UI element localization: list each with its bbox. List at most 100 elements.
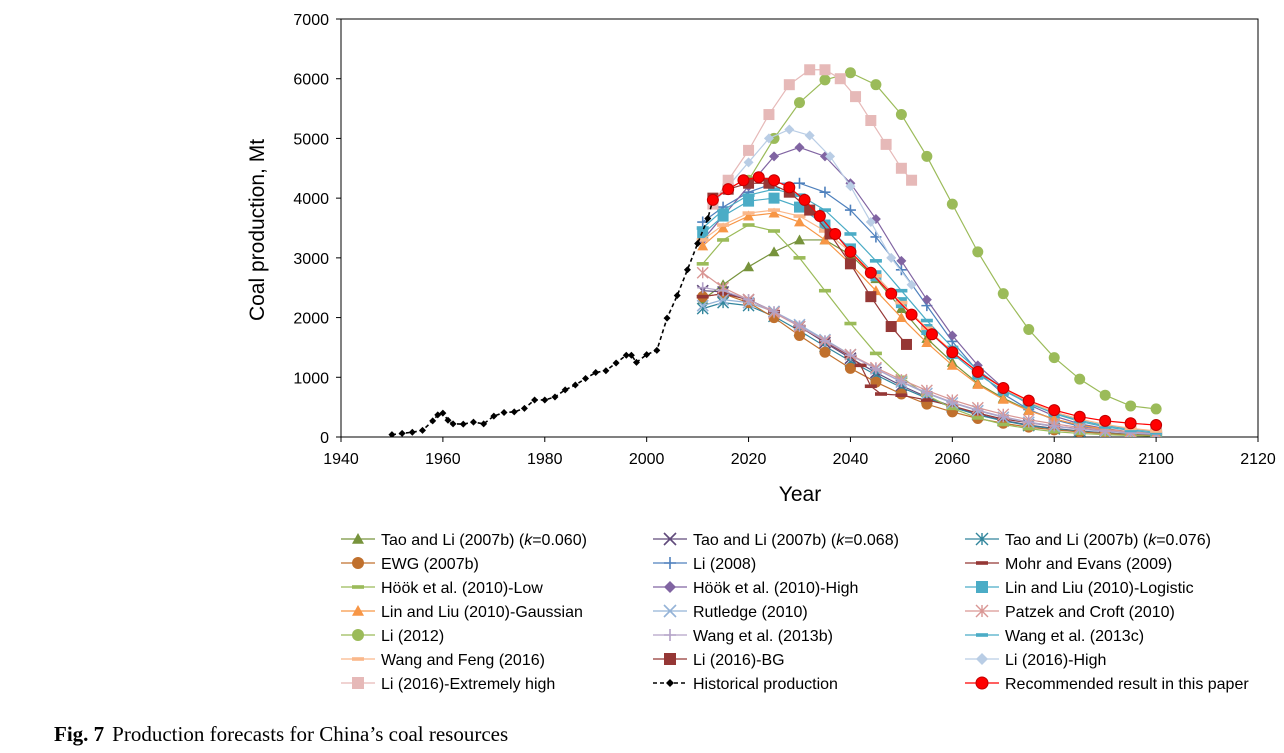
data-point <box>743 294 755 306</box>
legend-item-wang-and-feng-2016: Wang and Feng (2016) <box>341 652 545 669</box>
data-point <box>717 210 729 222</box>
data-point <box>947 330 958 341</box>
data-point <box>921 150 933 162</box>
series-patzek-and-croft-2010 <box>696 266 1163 437</box>
data-point <box>818 288 831 293</box>
data-point <box>844 362 856 374</box>
data-point <box>592 369 600 377</box>
data-point <box>398 429 406 437</box>
data-point <box>829 227 842 240</box>
data-point <box>885 287 898 300</box>
data-point <box>742 223 755 227</box>
y-axis: 0 1000 2000 3000 4000 5000 6000 7000 <box>293 12 341 447</box>
data-point <box>921 294 932 305</box>
data-point <box>742 211 755 215</box>
y-tick-label: 0 <box>320 430 329 447</box>
legend-marker <box>666 679 674 687</box>
data-point <box>643 351 651 359</box>
data-point <box>1048 404 1061 417</box>
data-point <box>768 246 780 257</box>
legend-item-li-2016-bg: Li (2016)-BG <box>653 652 785 669</box>
data-point <box>469 418 477 426</box>
data-point <box>946 406 959 411</box>
data-point <box>768 187 781 191</box>
legend-item-lin-and-liu-2010-gaussian: Lin and Liu (2010)-Gaussian <box>341 604 583 621</box>
x-tick-label: 2060 <box>935 451 971 468</box>
data-point <box>1048 352 1060 364</box>
data-point <box>819 186 831 198</box>
series-rutledge-2010 <box>696 293 1163 437</box>
legend-item-wang-et-al-2013c: Wang et al. (2013c) <box>965 628 1144 645</box>
data-point <box>541 396 549 404</box>
plot-area-frame <box>340 18 1259 438</box>
data-point <box>971 365 984 378</box>
data-point <box>844 232 857 236</box>
data-point <box>768 207 780 218</box>
legend-marker <box>975 532 989 546</box>
data-point <box>895 312 907 322</box>
y-tick-label: 2000 <box>293 311 329 328</box>
data-point <box>663 314 671 322</box>
legend-label: Wang et al. (2013c) <box>1005 628 1144 645</box>
legend-marker <box>976 633 988 637</box>
data-point <box>921 387 933 399</box>
legend-item-tao-and-li-2007b-k-0-068: Tao and Li (2007b) (k=0.068) <box>653 532 899 549</box>
data-point <box>763 133 774 144</box>
data-point <box>1023 324 1035 336</box>
data-point <box>1048 420 1060 432</box>
data-point <box>925 328 938 341</box>
x-tick-label: 2000 <box>629 451 665 468</box>
data-point <box>696 299 709 312</box>
data-point <box>813 210 826 223</box>
data-point <box>794 97 805 109</box>
data-point <box>571 381 579 389</box>
legend-label: Mohr and Evans (2009) <box>1005 556 1172 573</box>
data-point <box>768 192 780 204</box>
legend-label: Lin and Liu (2010)-Logistic <box>1005 580 1194 597</box>
data-point <box>768 132 780 144</box>
data-point <box>819 74 831 86</box>
data-point <box>895 162 907 174</box>
data-point <box>896 255 907 266</box>
data-point <box>717 293 730 306</box>
data-point <box>500 409 508 417</box>
data-point <box>870 79 882 91</box>
data-point <box>490 412 498 420</box>
data-point <box>997 411 1009 423</box>
data-point <box>854 363 867 368</box>
legend-label: Li (2008) <box>693 556 756 573</box>
legend-marker <box>352 585 364 589</box>
data-point <box>997 422 1010 427</box>
data-point <box>844 321 857 326</box>
data-point <box>794 201 805 213</box>
data-point <box>920 398 933 402</box>
legend-label: Höök et al. (2010)-High <box>693 580 858 597</box>
data-point <box>602 367 610 375</box>
legend-label: Lin and Liu (2010)-Gaussian <box>381 604 583 621</box>
data-point <box>449 420 457 428</box>
data-point <box>673 291 681 299</box>
plot-series <box>388 64 1163 437</box>
x-tick-label: 2040 <box>833 451 869 468</box>
x-tick-label: 2120 <box>1240 451 1276 468</box>
data-point <box>850 91 862 103</box>
data-point <box>972 378 984 389</box>
series-li-2016-bg <box>707 177 912 350</box>
data-point <box>972 246 984 258</box>
legend-marker <box>352 677 364 689</box>
data-point <box>444 416 452 424</box>
data-point <box>784 124 795 135</box>
data-point <box>885 321 897 333</box>
x-tick-label: 2080 <box>1036 451 1072 468</box>
data-point <box>627 351 635 359</box>
data-point <box>804 204 816 216</box>
data-point <box>429 417 437 425</box>
data-point <box>865 217 876 228</box>
data-point <box>612 359 620 367</box>
data-point <box>794 177 805 189</box>
legend-marker <box>976 653 988 665</box>
data-point <box>743 261 755 272</box>
legend-item-historical-production: Historical production <box>653 676 838 693</box>
data-point <box>895 393 908 397</box>
data-point <box>864 266 877 279</box>
